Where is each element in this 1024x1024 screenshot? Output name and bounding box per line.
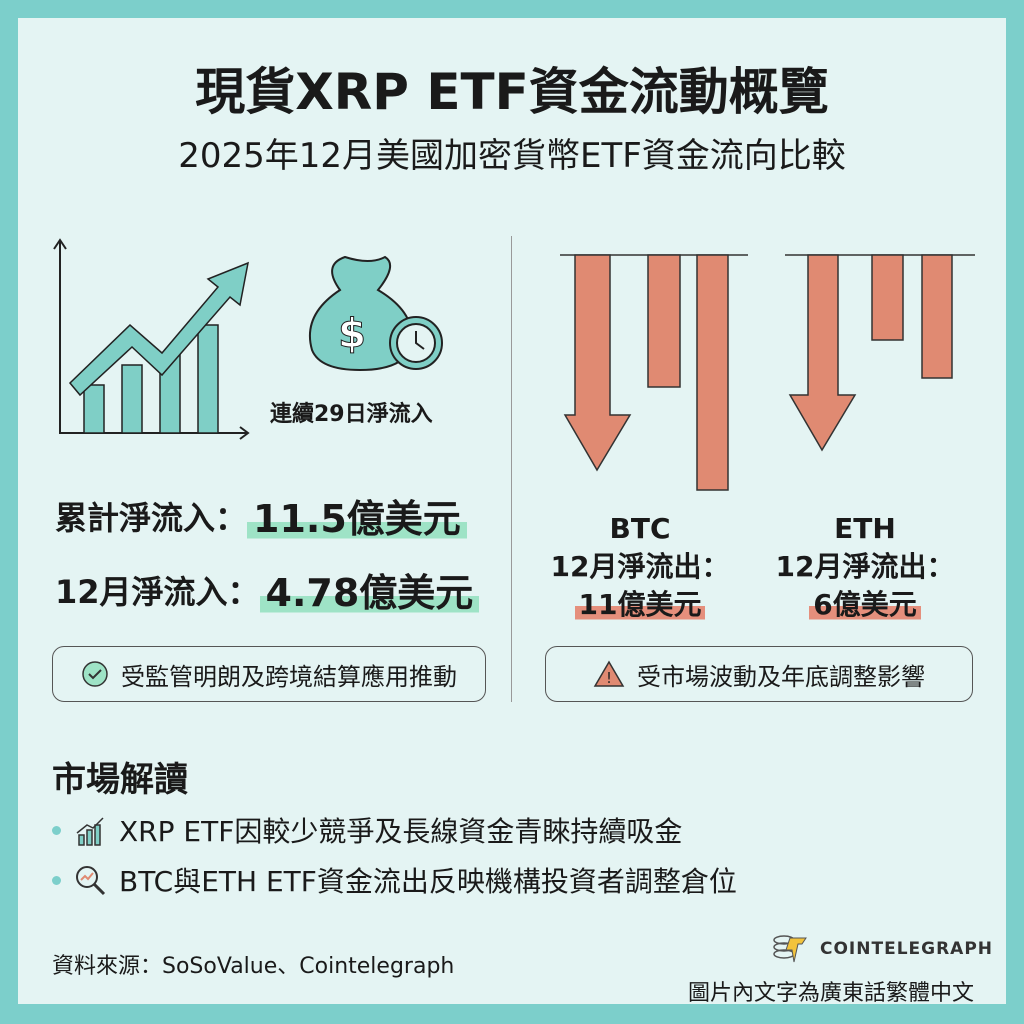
bullet-dot xyxy=(52,825,61,835)
cumulative-inflow: 累計淨流入： 11.5億美元 xyxy=(55,488,467,543)
market-item: BTC與ETH ETF資金流出反映機構投資者調整倉位 xyxy=(52,860,737,900)
xrp-note: 受監管明朗及跨境結算應用推動 xyxy=(121,662,457,691)
page-subtitle: 2025年12月美國加密貨幣ETF資金流向比較 xyxy=(178,136,846,176)
market-item-text: XRP ETF因較少競爭及長線資金青睞持續吸金 xyxy=(119,815,683,848)
language-note: 圖片內文字為廣東話繁體中文 xyxy=(687,981,974,1006)
outflow-bars-illustration xyxy=(560,254,975,491)
btc-down-arrow-icon xyxy=(563,254,632,472)
panel xyxy=(18,18,1006,1004)
december-value: 4.78億美元 xyxy=(259,562,480,617)
brand-logo: COINTELEGRAPH xyxy=(772,932,993,966)
december-inflow: 12月淨流入： 4.78億美元 xyxy=(55,562,480,617)
money-bag-icon: $ xyxy=(308,255,443,372)
outflow-note: 受市場波動及年底調整影響 xyxy=(637,662,925,691)
check-circle-icon xyxy=(82,661,108,687)
eth-label: 12月淨流出： xyxy=(775,550,955,583)
btc-bar xyxy=(696,254,729,491)
december-label: 12月淨流入： xyxy=(55,572,260,611)
btc-label: 12月淨流出： xyxy=(550,550,730,583)
svg-text:!: ! xyxy=(606,669,612,687)
eth-name: ETH xyxy=(834,512,896,545)
btc-name: BTC xyxy=(609,512,671,545)
cumulative-value: 11.5億美元 xyxy=(247,488,467,543)
btc-value: 11億美元 xyxy=(574,588,706,621)
cumulative-label: 累計淨流入： xyxy=(55,498,248,537)
xrp-note-box: 受監管明朗及跨境結算應用推動 xyxy=(52,646,486,702)
source-text: 資料來源：SoSoValue、Cointelegraph xyxy=(52,954,455,979)
eth-bar xyxy=(921,254,953,379)
cointelegraph-logo-icon xyxy=(773,935,807,963)
eth-down-arrow-icon xyxy=(788,254,857,452)
bullet-dot xyxy=(52,875,61,885)
eth-outflow: ETH 12月淨流出： 6億美元 xyxy=(765,510,965,624)
market-heading: 市場解讀 xyxy=(52,760,188,800)
growth-chart-icon: $ xyxy=(53,238,443,440)
divider xyxy=(511,236,512,702)
page-title: 現貨XRP ETF資金流動概覽 xyxy=(195,63,829,121)
btc-bar xyxy=(647,254,681,388)
outflow-note-box: ! 受市場波動及年底調整影響 xyxy=(545,646,973,702)
bar-chart-icon xyxy=(76,817,104,846)
btc-outflow: BTC 12月淨流出： 11億美元 xyxy=(540,510,740,624)
warning-icon: ! xyxy=(593,660,625,687)
market-item: XRP ETF因較少競爭及長線資金青睞持續吸金 xyxy=(52,810,682,850)
eth-value: 6億美元 xyxy=(809,588,921,621)
magnifier-chart-icon xyxy=(76,866,106,896)
svg-text:$: $ xyxy=(338,311,366,357)
streak-label: 連續29日淨流入 xyxy=(270,402,433,427)
eth-bar xyxy=(871,254,904,341)
brand-name: COINTELEGRAPH xyxy=(820,939,994,959)
market-item-text: BTC與ETH ETF資金流出反映機構投資者調整倉位 xyxy=(119,865,737,898)
